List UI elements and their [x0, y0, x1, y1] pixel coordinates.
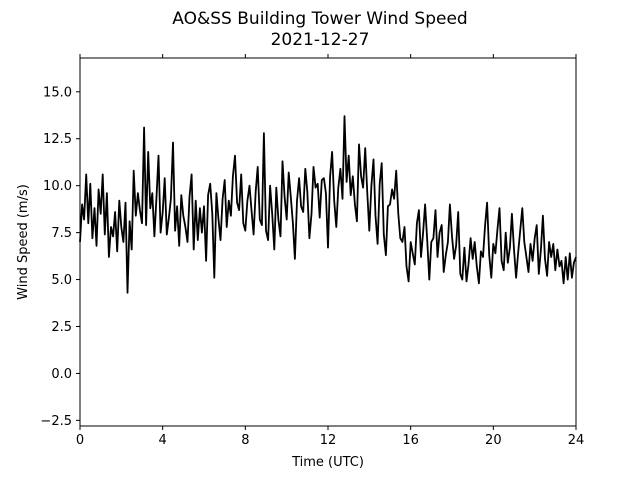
wind-speed-line	[79, 115, 577, 294]
x-tick-label-1: 4	[159, 433, 167, 448]
x-axis-label: Time (UTC)	[291, 455, 364, 470]
y-tick-label-0: −2.5	[40, 414, 72, 429]
y-tick-label-3: 5.0	[51, 273, 72, 288]
y-tick-label-6: 12.5	[43, 132, 72, 147]
x-tick-label-0: 0	[76, 433, 84, 448]
y-tick-label-1: 0.0	[51, 367, 72, 382]
x-axis-ticks: 0 4 8 12 16 20 24	[76, 54, 584, 448]
y-tick-label-4: 7.5	[51, 226, 72, 241]
y-tick-label-5: 10.0	[43, 179, 72, 194]
y-tick-label-7: 15.0	[43, 85, 72, 100]
x-tick-label-3: 12	[320, 433, 337, 448]
x-tick-label-4: 16	[402, 433, 419, 448]
y-tick-label-2: 2.5	[51, 320, 72, 335]
x-tick-label-5: 20	[485, 433, 502, 448]
chart-subtitle: 2021-12-27	[271, 30, 370, 50]
y-axis-ticks: −2.5 0.0 2.5 5.0 7.5 10.0 12.5 15.0	[40, 85, 80, 429]
y-axis-label: Wind Speed (m/s)	[16, 184, 31, 300]
x-tick-label-2: 8	[241, 433, 249, 448]
chart-title: AO&SS Building Tower Wind Speed	[172, 9, 467, 29]
x-tick-label-6: 24	[568, 433, 585, 448]
